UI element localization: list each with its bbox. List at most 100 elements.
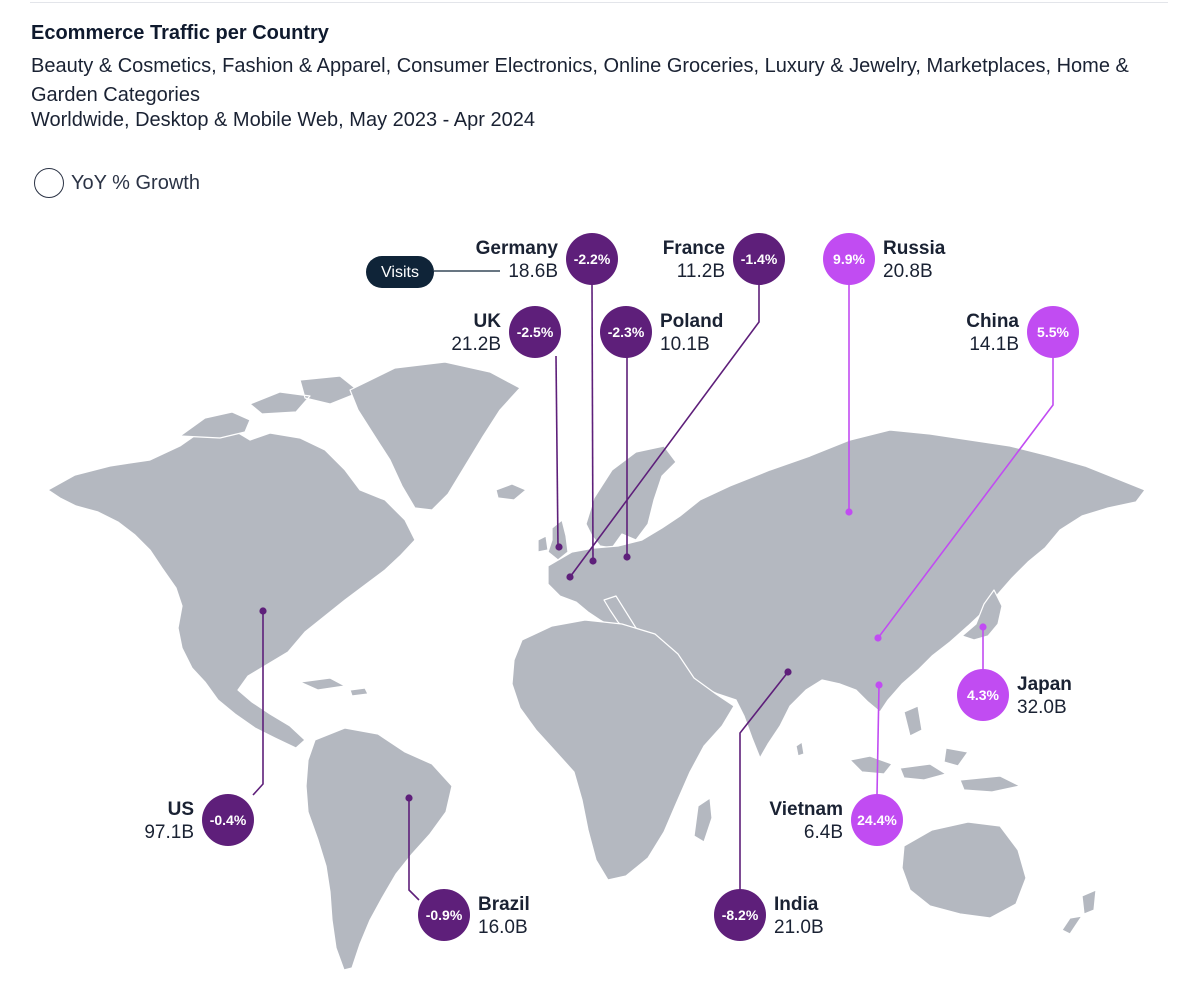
country-name-uk: UK [474, 311, 502, 332]
country-name-us: US [168, 799, 194, 820]
growth-value-china: 5.5% [1037, 324, 1069, 340]
legend-circle-icon [34, 168, 64, 198]
connector-france [569, 284, 760, 578]
connector-china [877, 356, 1054, 639]
landmass-australia [901, 821, 1027, 919]
landmass-africa [511, 619, 735, 881]
growth-bubble-brazil[interactable] [418, 889, 470, 941]
growth-value-brazil: -0.9% [426, 907, 463, 923]
chart-scope: Worldwide, Desktop & Mobile Web, May 202… [31, 109, 535, 131]
country-name-india: India [774, 894, 819, 915]
connector-lines [252, 283, 1054, 901]
landmass-uk [537, 519, 569, 561]
landmass-indonesia [849, 705, 1021, 793]
landmass-japan [961, 589, 1003, 641]
location-dot-japan [979, 623, 987, 631]
country-visits-china: 14.1B [969, 334, 1019, 355]
country-visits-vietnam: 6.4B [804, 822, 843, 843]
growth-bubble-poland[interactable] [600, 306, 652, 358]
country-name-brazil: Brazil [478, 894, 530, 915]
growth-value-poland: -2.3% [608, 324, 645, 340]
country-visits-france: 11.2B [677, 261, 725, 282]
legend: YoY % Growth [34, 168, 200, 198]
legend-label: YoY % Growth [71, 171, 200, 194]
country-name-germany: Germany [476, 238, 559, 259]
country-name-japan: Japan [1017, 674, 1072, 695]
landmass-sri-lanka [795, 741, 805, 757]
location-dot-russia [845, 508, 853, 516]
landmass-madagascar [693, 797, 713, 843]
landmass-north-america [47, 427, 416, 749]
country-visits-russia: 20.8B [883, 261, 933, 282]
location-dot-brazil [405, 794, 413, 802]
landmass-greenland [349, 361, 521, 511]
growth-value-france: -1.4% [741, 251, 778, 267]
location-dot-uk [555, 543, 563, 551]
growth-value-india: -8.2% [722, 907, 759, 923]
connector-india [739, 671, 789, 890]
growth-value-russia: 9.9% [833, 251, 865, 267]
landmass-canadian-islands [179, 375, 361, 439]
growth-bubble-france[interactable] [733, 233, 785, 285]
visits-badge-bg [366, 256, 434, 288]
location-dot-france [566, 573, 574, 581]
chart-subtitle: Beauty & Cosmetics, Fashion & Apparel, C… [31, 55, 1129, 106]
top-divider [30, 2, 1168, 3]
growth-bubble-vietnam[interactable] [851, 794, 903, 846]
growth-bubble-germany[interactable] [566, 233, 618, 285]
location-dot-vietnam [875, 681, 883, 689]
visits-badge-label: Visits [381, 264, 419, 281]
location-dot-india [784, 668, 792, 676]
connector-vietnam [876, 684, 880, 796]
growth-bubble-india[interactable] [714, 889, 766, 941]
country-name-poland: Poland [660, 311, 723, 332]
growth-bubble-uk[interactable] [509, 306, 561, 358]
landmass-new-zealand [1061, 889, 1097, 935]
country-name-china: China [966, 311, 1019, 332]
connector-uk [555, 355, 559, 548]
landmass-caribbean [299, 677, 369, 697]
growth-bubble-russia[interactable] [823, 233, 875, 285]
landmass-iceland [495, 483, 527, 501]
growth-value-uk: -2.5% [517, 324, 554, 340]
growth-bubble-china[interactable] [1027, 306, 1079, 358]
country-visits-germany: 18.6B [508, 261, 558, 282]
country-visits-india: 21.0B [774, 917, 824, 938]
connector-germany [591, 283, 594, 562]
location-dot-china [874, 634, 882, 642]
growth-value-germany: -2.2% [574, 251, 611, 267]
growth-bubble-japan[interactable] [957, 669, 1009, 721]
country-name-vietnam: Vietnam [769, 799, 843, 820]
country-visits-uk: 21.2B [451, 334, 501, 355]
country-visits-japan: 32.0B [1017, 697, 1067, 718]
country-name-france: France [663, 238, 725, 259]
growth-value-us: -0.4% [210, 812, 247, 828]
landmass-south-america [305, 727, 453, 971]
country-name-russia: Russia [883, 238, 946, 259]
country-visits-us: 97.1B [144, 822, 194, 843]
growth-value-japan: 4.3% [967, 687, 999, 703]
visits-badge: Visits [366, 256, 500, 288]
growth-bubble-us[interactable] [202, 794, 254, 846]
connector-us [252, 611, 264, 796]
landmasses [47, 361, 1146, 971]
country-visits-brazil: 16.0B [478, 917, 528, 938]
country-visits-poland: 10.1B [660, 334, 710, 355]
connector-brazil [408, 798, 420, 901]
growth-value-vietnam: 24.4% [857, 812, 897, 828]
location-dot-germany [589, 557, 597, 565]
chart-title: Ecommerce Traffic per Country [31, 22, 329, 44]
